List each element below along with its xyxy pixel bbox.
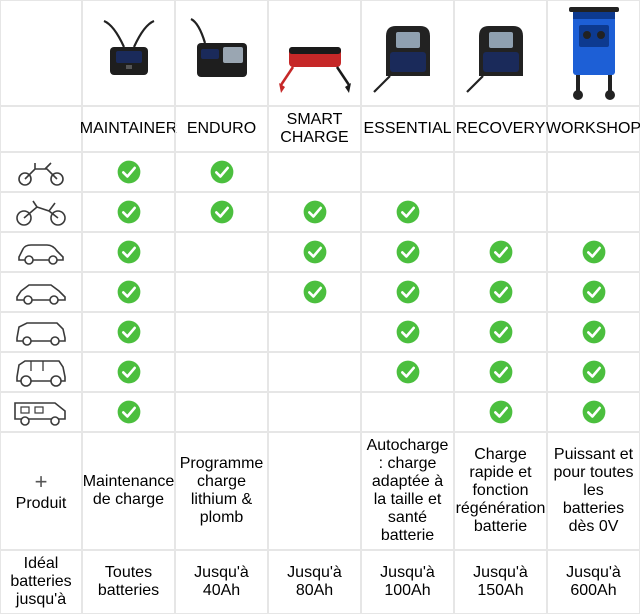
check-moped-5 (547, 152, 640, 192)
check-small-car-2 (268, 232, 361, 272)
check-suv-1 (175, 312, 268, 352)
ideal-smartcharge: Jusqu'à 80Ah (268, 550, 361, 614)
check-motorcycle-4 (454, 192, 547, 232)
check-small-car-3 (361, 232, 454, 272)
check-offroad-1 (175, 352, 268, 392)
check-sedan-3 (361, 272, 454, 312)
ideal-workshop: Jusqu'à 600Ah (547, 550, 640, 614)
check-sedan-1 (175, 272, 268, 312)
check-motorcycle-0 (82, 192, 175, 232)
header-workshop: WORKSHOP (547, 106, 640, 152)
check-rv-2 (268, 392, 361, 432)
check-rv-5 (547, 392, 640, 432)
produit-label-cell: + Produit (0, 432, 82, 550)
check-rv-1 (175, 392, 268, 432)
ideal-label: Idéal batteries jusqu'à (0, 550, 82, 614)
ideal-recovery: Jusqu'à 150Ah (454, 550, 547, 614)
vehicle-motorcycle (0, 192, 82, 232)
check-sedan-4 (454, 272, 547, 312)
produit-smartcharge (268, 432, 361, 550)
ideal-essential: Jusqu'à 100Ah (361, 550, 454, 614)
vehicle-offroad (0, 352, 82, 392)
produit-label: Produit (16, 495, 67, 513)
check-suv-5 (547, 312, 640, 352)
header-recovery: RECOVERY (454, 106, 547, 152)
check-moped-0 (82, 152, 175, 192)
product-image-enduro (175, 0, 268, 106)
ideal-maintainer: Toutes batteries (82, 550, 175, 614)
produit-workshop: Puissant et pour toutes les batteries dè… (547, 432, 640, 550)
product-image-maintainer (82, 0, 175, 106)
check-sedan-5 (547, 272, 640, 312)
check-offroad-3 (361, 352, 454, 392)
vehicle-moped (0, 152, 82, 192)
check-sedan-2 (268, 272, 361, 312)
check-offroad-2 (268, 352, 361, 392)
header-essential: ESSENTIAL (361, 106, 454, 152)
produit-essential: Autocharge : charge adaptée à la taille … (361, 432, 454, 550)
header-spacer (0, 106, 82, 152)
check-sedan-0 (82, 272, 175, 312)
check-rv-3 (361, 392, 454, 432)
vehicle-small-car (0, 232, 82, 272)
check-moped-1 (175, 152, 268, 192)
check-rv-4 (454, 392, 547, 432)
check-moped-2 (268, 152, 361, 192)
check-moped-3 (361, 152, 454, 192)
plus-icon: + (16, 469, 67, 495)
check-motorcycle-3 (361, 192, 454, 232)
check-small-car-5 (547, 232, 640, 272)
header-smartcharge: SMART CHARGE (268, 106, 361, 152)
vehicle-suv (0, 312, 82, 352)
image-row-spacer (0, 0, 82, 106)
produit-maintainer: Maintenance de charge (82, 432, 175, 550)
product-image-workshop (547, 0, 640, 106)
vehicle-rv (0, 392, 82, 432)
check-moped-4 (454, 152, 547, 192)
check-offroad-5 (547, 352, 640, 392)
check-small-car-4 (454, 232, 547, 272)
produit-recovery: Charge rapide et fonction régénération b… (454, 432, 547, 550)
check-offroad-0 (82, 352, 175, 392)
product-image-essential (361, 0, 454, 106)
check-motorcycle-5 (547, 192, 640, 232)
produit-enduro: Programme charge lithium & plomb (175, 432, 268, 550)
check-small-car-1 (175, 232, 268, 272)
ideal-enduro: Jusqu'à 40Ah (175, 550, 268, 614)
check-rv-0 (82, 392, 175, 432)
check-suv-0 (82, 312, 175, 352)
check-suv-3 (361, 312, 454, 352)
check-suv-4 (454, 312, 547, 352)
check-motorcycle-2 (268, 192, 361, 232)
product-image-recovery (454, 0, 547, 106)
vehicle-sedan (0, 272, 82, 312)
product-image-smartcharge (268, 0, 361, 106)
check-motorcycle-1 (175, 192, 268, 232)
header-maintainer: MAINTAINER (82, 106, 175, 152)
check-small-car-0 (82, 232, 175, 272)
check-suv-2 (268, 312, 361, 352)
comparison-table: MAINTAINER ENDURO SMART CHARGE ESSENTIAL… (0, 0, 640, 614)
header-enduro: ENDURO (175, 106, 268, 152)
check-offroad-4 (454, 352, 547, 392)
